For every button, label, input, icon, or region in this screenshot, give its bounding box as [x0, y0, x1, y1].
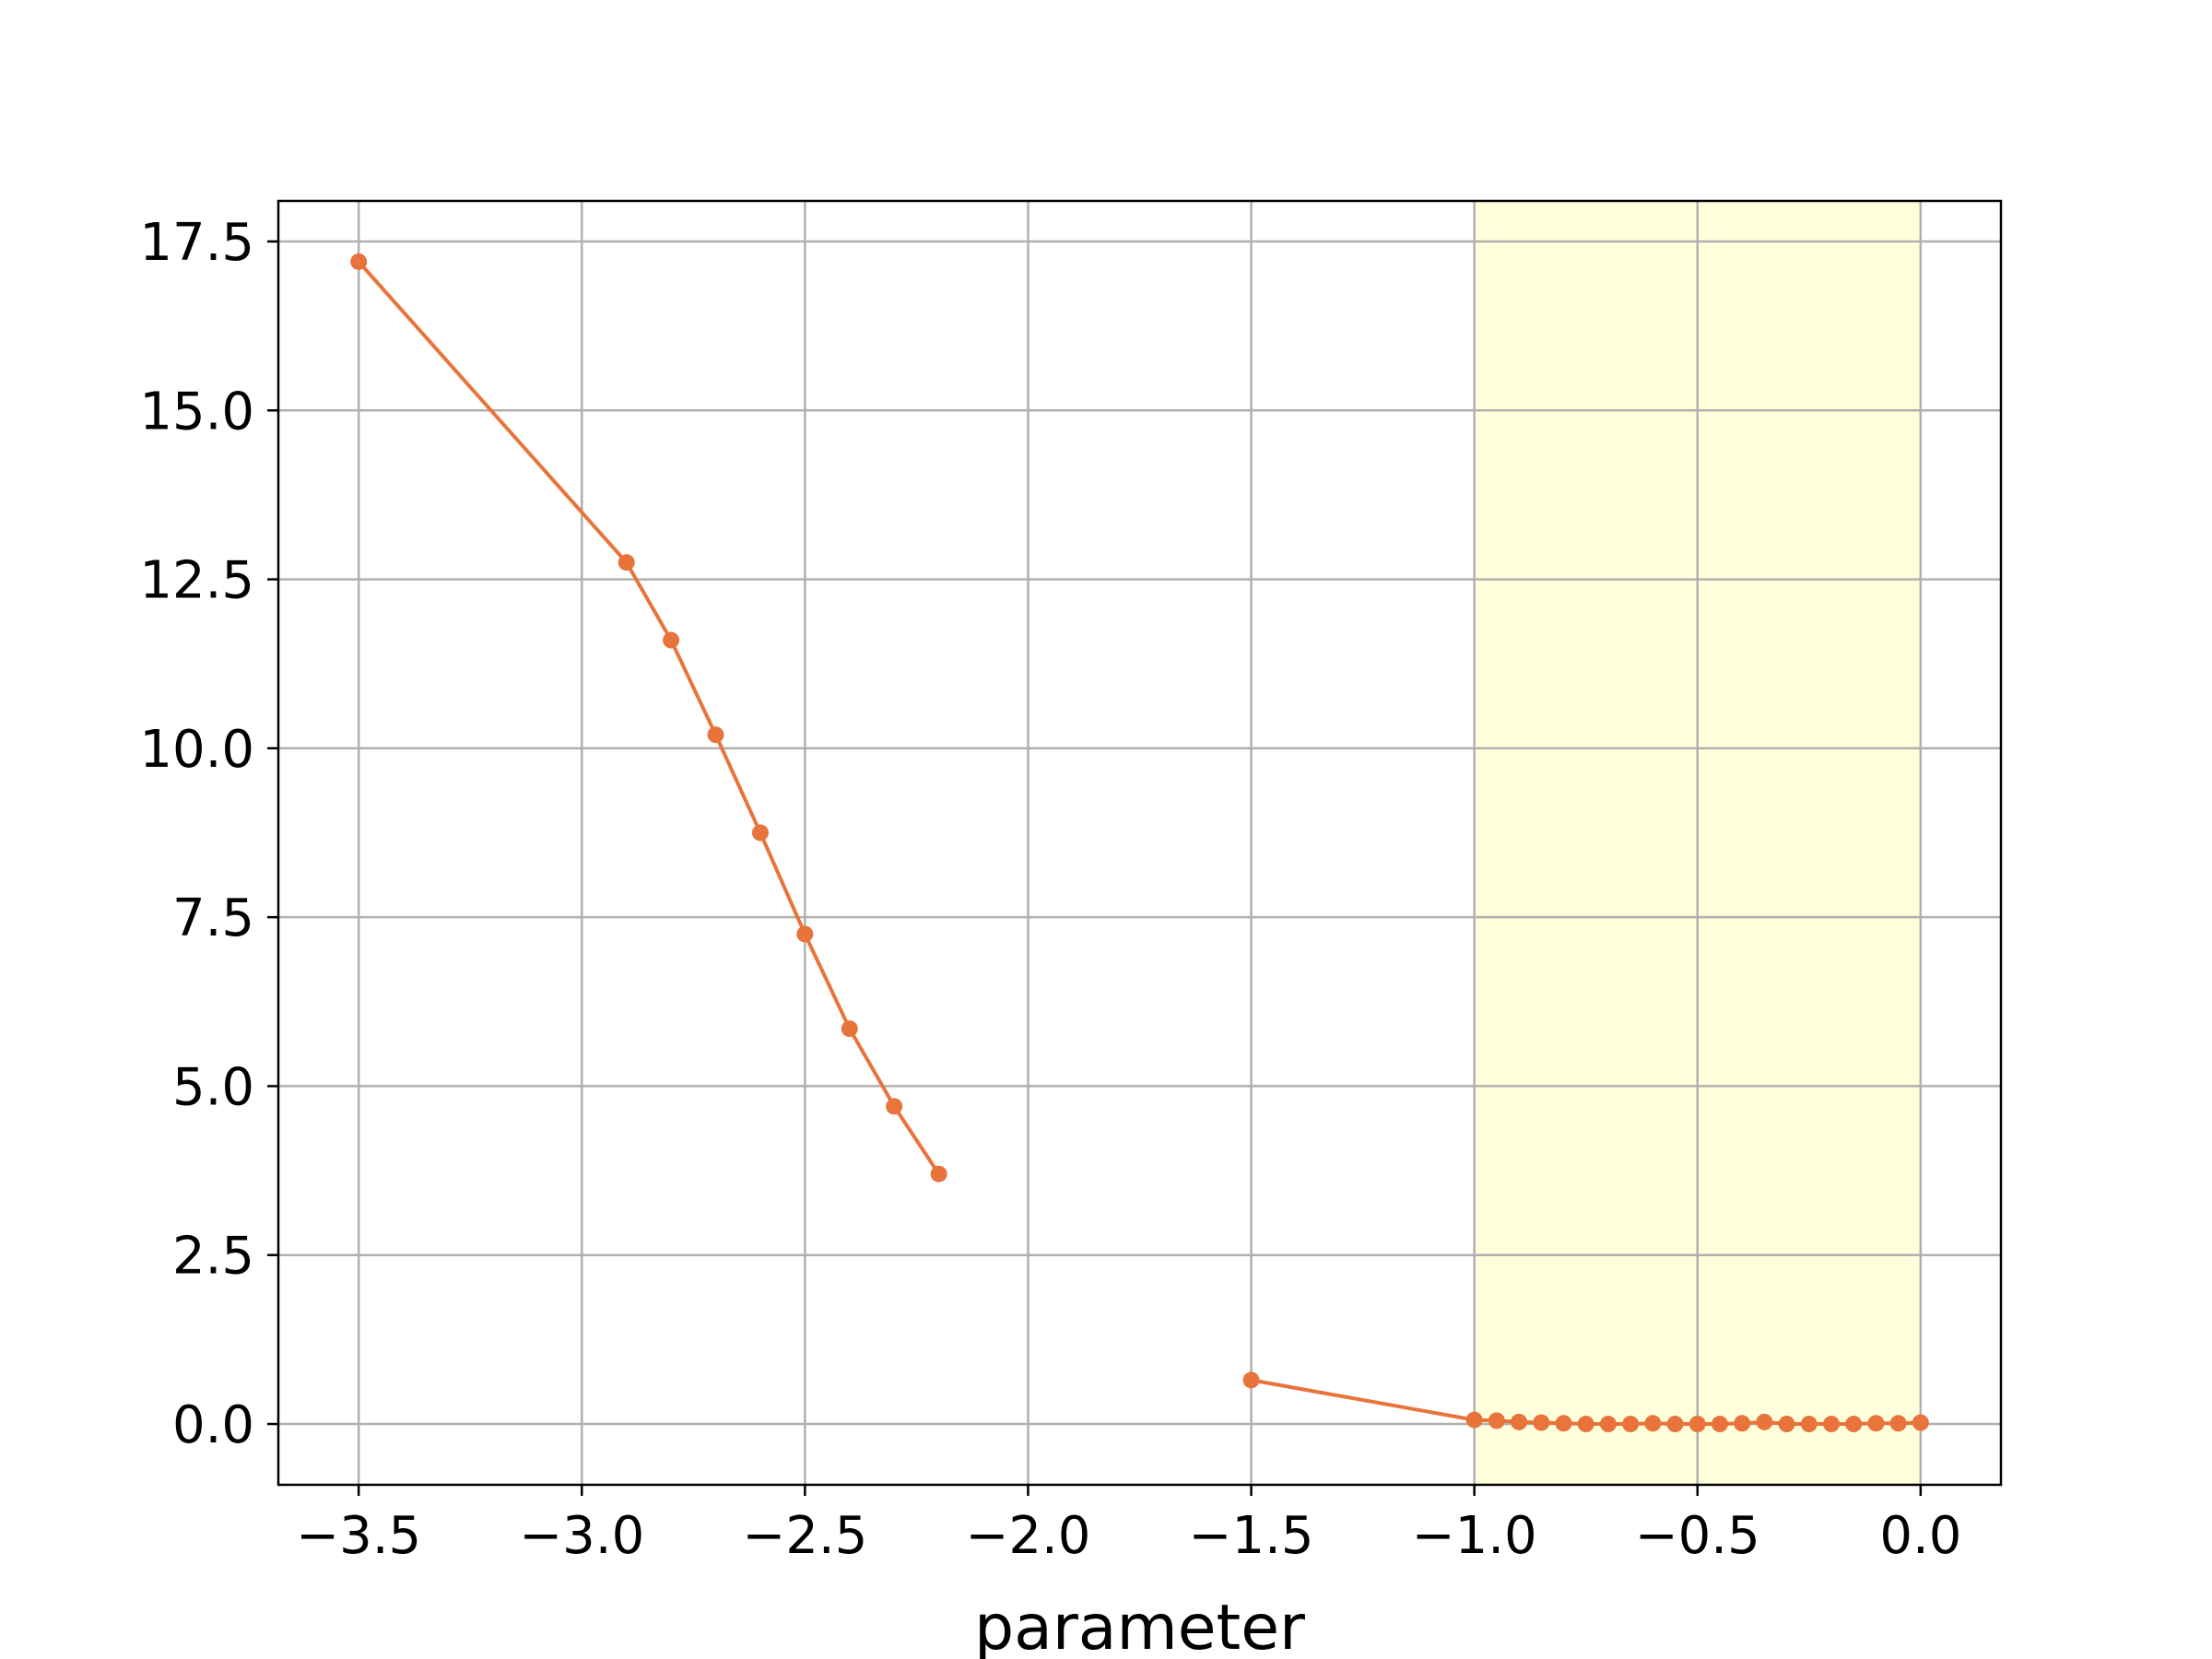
data-point — [1756, 1413, 1773, 1430]
data-point — [1711, 1416, 1728, 1433]
data-point — [1465, 1411, 1483, 1429]
x-tick-label: −3.5 — [296, 1506, 421, 1566]
data-point — [1533, 1414, 1550, 1431]
y-tick-label: 15.0 — [139, 382, 254, 441]
y-tick-label: 10.0 — [139, 720, 254, 780]
x-tick-label: −1.5 — [1189, 1506, 1314, 1566]
data-point — [1622, 1416, 1640, 1433]
x-tick-label: 0.0 — [1879, 1506, 1961, 1566]
data-point — [1666, 1416, 1684, 1433]
plot-frame — [276, 199, 2003, 1487]
data-point — [1511, 1413, 1528, 1430]
data-point — [930, 1165, 947, 1182]
data-point — [1778, 1416, 1795, 1433]
data-point — [618, 554, 635, 571]
y-tick-label: 17.5 — [139, 213, 254, 273]
data-point — [707, 726, 724, 744]
y-tick-label: 2.5 — [172, 1227, 254, 1287]
tick-layer: −3.5 −3.0 −2.5 −2.0 −1.5 −1.0 −0.5 0.0 0.0 2.5 5.0… — [139, 213, 1961, 1566]
data-point — [1644, 1415, 1662, 1432]
data-point — [1488, 1412, 1505, 1430]
data-point — [1688, 1416, 1706, 1433]
data-point — [1242, 1371, 1260, 1389]
x-tick-label: −3.0 — [519, 1506, 644, 1566]
data-point — [663, 631, 680, 649]
x-tick-label: −2.0 — [965, 1506, 1090, 1566]
grid-layer — [278, 201, 2001, 1485]
data-point — [886, 1098, 903, 1115]
data-point — [796, 925, 814, 943]
data-point — [1912, 1414, 1929, 1431]
y-tick-label: 0.0 — [172, 1395, 254, 1455]
series-line — [1251, 1378, 1921, 1427]
x-tick-label: −0.5 — [1635, 1506, 1760, 1566]
data-point — [350, 253, 368, 270]
data-point — [751, 824, 769, 841]
x-axis-label: parameter — [974, 1592, 1305, 1659]
x-tick-label: −2.5 — [742, 1506, 867, 1566]
data-point — [841, 1020, 858, 1038]
series-line — [357, 260, 941, 1175]
series-layer — [350, 253, 1929, 1433]
data-point — [1823, 1416, 1841, 1433]
y-tick-label: 5.0 — [172, 1057, 254, 1117]
data-point — [1889, 1415, 1907, 1432]
data-point — [1577, 1416, 1594, 1433]
data-point — [1555, 1415, 1572, 1432]
data-point — [1845, 1416, 1863, 1433]
y-tick-label: 12.5 — [139, 551, 254, 611]
data-point — [1867, 1415, 1885, 1432]
data-point — [1800, 1416, 1818, 1433]
x-tick-label: −1.0 — [1412, 1506, 1537, 1566]
y-tick-label: 7.5 — [172, 888, 254, 948]
data-point — [1599, 1416, 1617, 1433]
data-point — [1734, 1415, 1751, 1432]
